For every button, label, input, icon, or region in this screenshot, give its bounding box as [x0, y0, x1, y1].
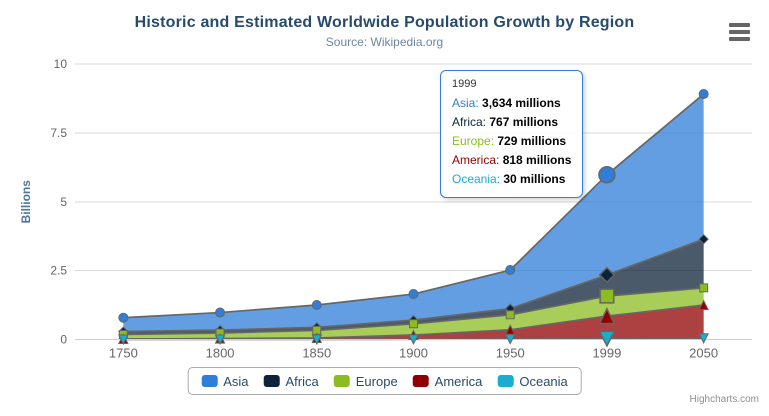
x-axis-label-1850: 1850	[302, 346, 331, 361]
legend-label: America	[434, 373, 483, 389]
marker-europe-1999[interactable]	[599, 288, 615, 304]
tooltip-row-oceania: Oceania: 30 millions	[452, 170, 571, 189]
marker-oceania-1950[interactable]	[504, 334, 516, 345]
legend-item-europe[interactable]: Europe	[333, 373, 398, 389]
tooltip-series-value: 818 millions	[502, 153, 572, 167]
hamburger-icon	[729, 23, 750, 41]
y-axis-label-2.5: 2.5	[50, 264, 67, 278]
tooltip-series-value: 3,634 millions	[482, 96, 561, 110]
marker-asia-1900[interactable]	[408, 289, 419, 300]
tooltip-header: 1999	[452, 78, 477, 90]
y-axis-label-10: 10	[54, 57, 68, 71]
tooltip-series-name: Africa:	[452, 115, 490, 129]
legend-swatch-africa	[263, 375, 280, 387]
x-axis-label-1750: 1750	[109, 346, 138, 361]
chart-title: Historic and Estimated Worldwide Populat…	[134, 14, 635, 31]
legend-label: Oceania	[519, 373, 568, 389]
legend-item-america[interactable]: America	[412, 373, 483, 389]
tooltip-series-name: Asia:	[452, 96, 483, 110]
marker-america-2050[interactable]	[698, 299, 709, 311]
area-asia[interactable]	[123, 94, 704, 332]
marker-asia-1750[interactable]	[118, 312, 129, 323]
x-axis-label-1800: 1800	[206, 346, 235, 361]
marker-oceania-1800[interactable]	[214, 334, 226, 346]
marker-asia-1850[interactable]	[311, 300, 322, 311]
x-axis-label-1999: 1999	[592, 346, 621, 361]
x-axis-label-1950: 1950	[496, 346, 525, 361]
legend-swatch-america	[412, 375, 429, 387]
export-menu-button[interactable]	[727, 18, 752, 46]
x-axis-label-1900: 1900	[399, 346, 428, 361]
marker-europe-1900[interactable]	[409, 319, 418, 329]
credits-link[interactable]: Highcharts.com	[689, 394, 759, 405]
tooltip-row-asia: Asia: 3,634 millions	[452, 94, 571, 113]
marker-europe-1850[interactable]	[312, 325, 322, 335]
legend-item-oceania[interactable]: Oceania	[497, 373, 568, 389]
x-axis-label-2050: 2050	[689, 346, 718, 361]
y-axis-title: Billions	[19, 180, 33, 224]
y-axis-label-7.5: 7.5	[50, 126, 67, 140]
marker-oceania-1900[interactable]	[408, 334, 419, 345]
area-america[interactable]	[123, 305, 704, 340]
marker-europe-2050[interactable]	[699, 283, 709, 293]
tooltip-rows: Asia: 3,634 millions Africa: 767 millions…	[452, 94, 571, 189]
tooltip-series-value: 767 millions	[489, 115, 559, 129]
tooltip-series-name: Europe:	[452, 134, 498, 148]
marker-asia-1950[interactable]	[505, 265, 516, 276]
y-axis-label-0: 0	[60, 333, 67, 347]
y-axis-label-5: 5	[60, 195, 67, 209]
marker-america-1999[interactable]	[598, 307, 616, 325]
tooltip-series-value: 729 millions	[497, 134, 567, 148]
legend-label: Asia	[223, 373, 249, 389]
legend-item-asia[interactable]: Asia	[201, 373, 249, 389]
marker-asia-2050[interactable]	[698, 89, 709, 100]
marker-oceania-2050[interactable]	[698, 333, 709, 344]
marker-oceania-1999[interactable]	[598, 330, 616, 348]
legend: Asia Africa Europe America Oceania	[187, 367, 582, 395]
tooltip-series-value: 30 millions	[503, 172, 566, 186]
marker-oceania-1850[interactable]	[311, 334, 323, 346]
marker-africa-2050[interactable]	[698, 233, 709, 245]
marker-africa-1999[interactable]	[598, 266, 616, 284]
marker-asia-1999[interactable]	[598, 166, 616, 184]
chart-subtitle: Source: Wikipedia.org	[325, 35, 444, 49]
legend-label: Africa	[285, 373, 319, 389]
tooltip-series-name: Oceania:	[452, 172, 504, 186]
legend-swatch-asia	[201, 375, 218, 387]
marker-europe-1950[interactable]	[505, 310, 515, 320]
tooltip-row-africa: Africa: 767 millions	[452, 113, 571, 132]
marker-asia-1800[interactable]	[215, 307, 226, 318]
legend-swatch-oceania	[497, 375, 514, 387]
legend-item-africa[interactable]: Africa	[263, 373, 319, 389]
tooltip-row-europe: Europe: 729 millions	[452, 132, 571, 151]
marker-oceania-1750[interactable]	[118, 334, 129, 346]
tooltip-series-name: America:	[452, 153, 503, 167]
area-africa[interactable]	[123, 239, 704, 335]
tooltip: 1999 Asia: 3,634 millions Africa: 767 mil…	[440, 70, 584, 198]
legend-swatch-europe	[333, 375, 350, 387]
tooltip-row-america: America: 818 millions	[452, 151, 571, 170]
legend-label: Europe	[355, 373, 398, 389]
